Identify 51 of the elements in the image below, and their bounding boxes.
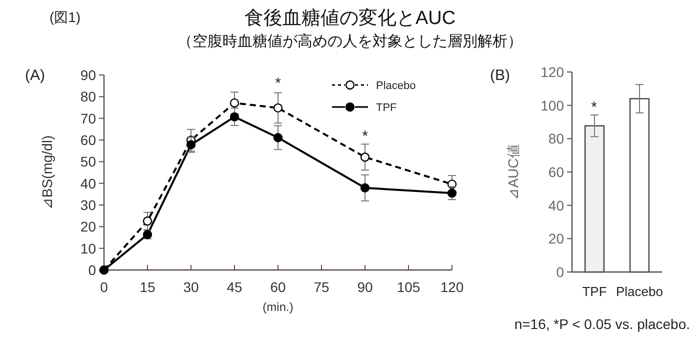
annotation: *: [591, 99, 598, 116]
point: [142, 216, 152, 226]
x-tick-label: 60: [270, 279, 286, 295]
point: [447, 188, 457, 198]
x-tick-label: 15: [140, 279, 156, 295]
x-tick-label: 45: [226, 279, 242, 295]
legend-label: TPF: [376, 102, 398, 114]
point: [273, 103, 283, 113]
annotation: *: [275, 75, 282, 92]
x-tick-label: 90: [357, 279, 373, 295]
chart-title: 食後血糖値の変化とAUC: [244, 7, 456, 29]
y-tick-label: 40: [548, 197, 564, 214]
y-tick-label: 120: [540, 64, 564, 80]
text: (A): [25, 67, 45, 84]
y-axis-title: ⊿BS(mg/dl): [39, 135, 55, 210]
y-tick-label: 20: [548, 230, 564, 247]
text: (B): [490, 67, 510, 84]
x-tick-label: TPF: [582, 284, 607, 299]
y-tick-label: 100: [540, 97, 564, 114]
y-tick-label: 80: [80, 88, 96, 105]
x-tick-label: 120: [440, 279, 464, 295]
y-tick-label: 10: [80, 240, 96, 256]
y-tick-label: 50: [80, 154, 96, 170]
chart-subtitle: （空腹時血糖値が高めの人を対象とした層別解析）: [178, 33, 522, 50]
x-axis-title: (min.): [262, 300, 294, 314]
point: [230, 112, 240, 122]
y-tick-label: 0: [556, 264, 564, 280]
x-tick-label: Placebo: [616, 284, 663, 299]
annotation: *: [362, 128, 368, 145]
y-tick-label: 90: [80, 67, 96, 83]
y-tick-label: 60: [80, 132, 96, 148]
point: [230, 98, 240, 108]
y-tick-label: 70: [80, 110, 96, 126]
point: [360, 183, 370, 192]
y-tick-label: 80: [548, 130, 564, 147]
y-tick-label: 30: [80, 197, 96, 213]
x-tick-label: 30: [183, 279, 199, 295]
point: [360, 152, 370, 162]
x-tick-label: 75: [314, 279, 330, 295]
point: [273, 133, 283, 142]
text: n=16, *P < 0.05 vs. placebo.: [514, 316, 690, 332]
y-tick-label: 40: [80, 175, 96, 192]
y-tick-label: 60: [548, 164, 564, 180]
point: [186, 140, 196, 150]
y-axis-title: ⊿AUC値: [505, 144, 521, 200]
legend-label: Placebo: [376, 80, 416, 92]
x-tick-label: 0: [100, 279, 108, 295]
text: (図1): [49, 9, 81, 25]
y-tick-label: 0: [88, 262, 96, 278]
y-tick-label: 20: [80, 218, 96, 235]
x-tick-label: 105: [396, 279, 420, 295]
